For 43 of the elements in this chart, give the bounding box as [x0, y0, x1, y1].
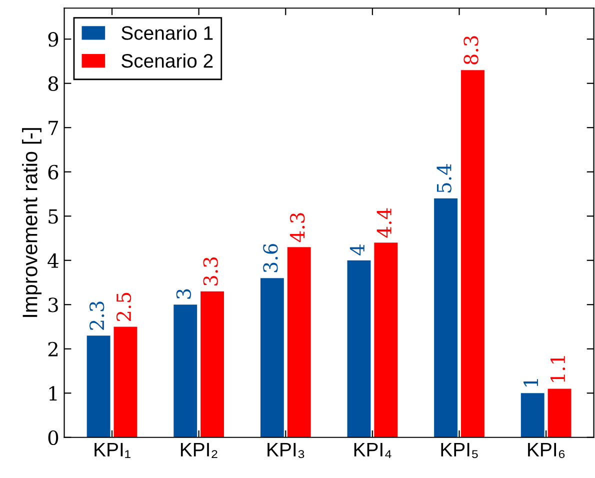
bar: [548, 388, 572, 438]
y-tick-label: 1: [49, 386, 57, 401]
bar: [347, 260, 371, 438]
x-tick-label: KPI₁: [94, 442, 130, 458]
data-label: 4.4: [376, 208, 392, 238]
data-label: 1: [524, 379, 538, 386]
bar: [260, 278, 284, 438]
bar: [174, 304, 198, 438]
bar: [520, 393, 544, 438]
data-label: 4.3: [290, 213, 305, 242]
data-label: 4: [350, 244, 364, 256]
bar: [434, 198, 458, 438]
x-tick-label: KPI₆: [528, 442, 565, 458]
data-label: 2.3: [89, 302, 104, 330]
y-tick-label: 6: [48, 164, 58, 180]
x-tick-label: KPI₄: [354, 442, 392, 458]
y-axis-title: Improvement ratio [-]: [22, 128, 42, 317]
y-tick-label: 7: [48, 120, 58, 135]
x-tick-label: KPI₂: [180, 442, 218, 458]
data-label: 8.3: [464, 36, 478, 64]
x-tick-label: KPI₃: [268, 442, 304, 458]
data-label: 2.5: [116, 292, 132, 321]
data-label: 3.6: [263, 244, 278, 272]
bar: [287, 247, 311, 438]
bar: [86, 336, 110, 438]
y-tick-label: 0: [48, 430, 58, 446]
legend-label: Scenario 2: [122, 53, 213, 68]
bar: [200, 291, 224, 438]
y-tick-label: 5: [48, 209, 58, 224]
bar: [114, 326, 138, 438]
x-tick-label: KPI₅: [441, 442, 478, 458]
y-tick-label: 4: [48, 253, 58, 268]
y-tick-label: 2: [48, 342, 58, 356]
data-label: 5.4: [436, 164, 452, 192]
bar: [374, 242, 398, 438]
data-label: 1.1: [550, 356, 566, 382]
data-label: 3.3: [203, 257, 218, 286]
y-tick-label: 9: [48, 32, 58, 47]
y-tick-label: 8: [48, 76, 58, 92]
data-label: 3: [176, 289, 192, 299]
bar: [460, 70, 484, 438]
y-tick-label: 3: [48, 298, 58, 312]
legend-label: Scenario 1: [122, 26, 213, 40]
